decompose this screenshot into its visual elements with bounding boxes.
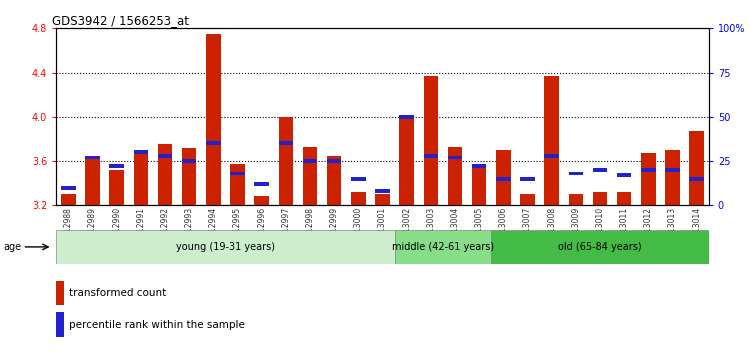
Bar (327, 155, 341, 205)
Bar (158, 144, 172, 205)
Bar (568, 171, 583, 175)
Bar (351, 192, 365, 205)
Bar (496, 150, 511, 205)
Bar (110, 164, 124, 168)
Bar (303, 147, 317, 205)
Bar (375, 189, 390, 193)
Bar (110, 170, 124, 205)
Bar (592, 168, 608, 172)
Bar (568, 194, 583, 205)
Bar (472, 167, 487, 205)
Bar (424, 76, 438, 205)
Bar (491, 230, 709, 264)
Text: transformed count: transformed count (69, 288, 166, 298)
Bar (134, 150, 148, 154)
Bar (86, 155, 100, 205)
Bar (182, 148, 196, 205)
Bar (689, 131, 704, 205)
Bar (544, 154, 559, 158)
Bar (400, 115, 414, 119)
Bar (206, 34, 220, 205)
Bar (448, 155, 462, 159)
Bar (394, 230, 491, 264)
Bar (327, 159, 341, 163)
Text: age: age (4, 242, 22, 252)
Bar (617, 192, 632, 205)
Bar (182, 159, 196, 163)
Bar (689, 177, 704, 181)
Bar (56, 281, 64, 305)
Bar (424, 154, 438, 158)
Bar (278, 117, 293, 205)
Bar (56, 230, 394, 264)
Bar (206, 141, 220, 145)
Bar (230, 164, 244, 205)
Text: percentile rank within the sample: percentile rank within the sample (69, 320, 245, 330)
Bar (641, 168, 656, 172)
Bar (400, 117, 414, 205)
Text: GDS3942 / 1566253_at: GDS3942 / 1566253_at (53, 14, 190, 27)
Bar (61, 194, 76, 205)
Bar (61, 185, 76, 189)
Bar (641, 153, 656, 205)
Bar (375, 194, 390, 205)
Bar (665, 150, 680, 205)
Text: old (65-84 years): old (65-84 years) (558, 242, 642, 252)
Bar (496, 177, 511, 181)
Bar (230, 171, 244, 175)
Bar (158, 154, 172, 158)
Bar (351, 177, 365, 181)
Bar (520, 194, 535, 205)
Bar (56, 313, 64, 337)
Bar (592, 192, 608, 205)
Text: middle (42-61 years): middle (42-61 years) (392, 242, 494, 252)
Bar (472, 164, 487, 168)
Bar (278, 141, 293, 145)
Bar (303, 159, 317, 163)
Bar (520, 177, 535, 181)
Bar (448, 147, 462, 205)
Bar (134, 150, 148, 205)
Bar (254, 182, 269, 186)
Bar (544, 76, 559, 205)
Bar (665, 168, 680, 172)
Text: young (19-31 years): young (19-31 years) (176, 242, 275, 252)
Bar (86, 155, 100, 159)
Bar (254, 196, 269, 205)
Bar (617, 173, 632, 177)
